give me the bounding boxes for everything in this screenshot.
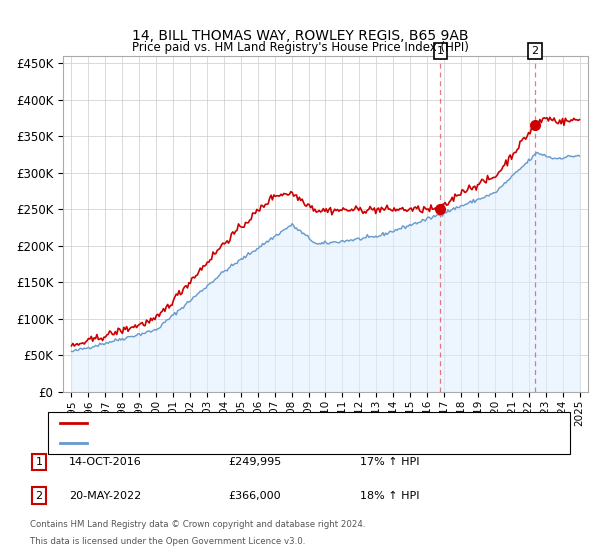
Text: 14, BILL THOMAS WAY, ROWLEY REGIS, B65 9AB: 14, BILL THOMAS WAY, ROWLEY REGIS, B65 9…	[132, 29, 468, 44]
Text: 18% ↑ HPI: 18% ↑ HPI	[360, 491, 419, 501]
Text: 14, BILL THOMAS WAY, ROWLEY REGIS, B65 9AB (detached house): 14, BILL THOMAS WAY, ROWLEY REGIS, B65 9…	[93, 418, 439, 428]
Text: 2: 2	[532, 46, 539, 56]
Text: This data is licensed under the Open Government Licence v3.0.: This data is licensed under the Open Gov…	[30, 537, 305, 546]
Text: 20-MAY-2022: 20-MAY-2022	[69, 491, 141, 501]
Text: 17% ↑ HPI: 17% ↑ HPI	[360, 457, 419, 467]
Text: Price paid vs. HM Land Registry's House Price Index (HPI): Price paid vs. HM Land Registry's House …	[131, 41, 469, 54]
Text: 1: 1	[35, 457, 43, 467]
Text: 1: 1	[437, 46, 444, 56]
Text: 2: 2	[35, 491, 43, 501]
Text: HPI: Average price, detached house, Sandwell: HPI: Average price, detached house, Sand…	[93, 438, 333, 448]
Text: £249,995: £249,995	[228, 457, 281, 467]
Text: £366,000: £366,000	[228, 491, 281, 501]
Text: Contains HM Land Registry data © Crown copyright and database right 2024.: Contains HM Land Registry data © Crown c…	[30, 520, 365, 529]
Text: 14-OCT-2016: 14-OCT-2016	[69, 457, 142, 467]
